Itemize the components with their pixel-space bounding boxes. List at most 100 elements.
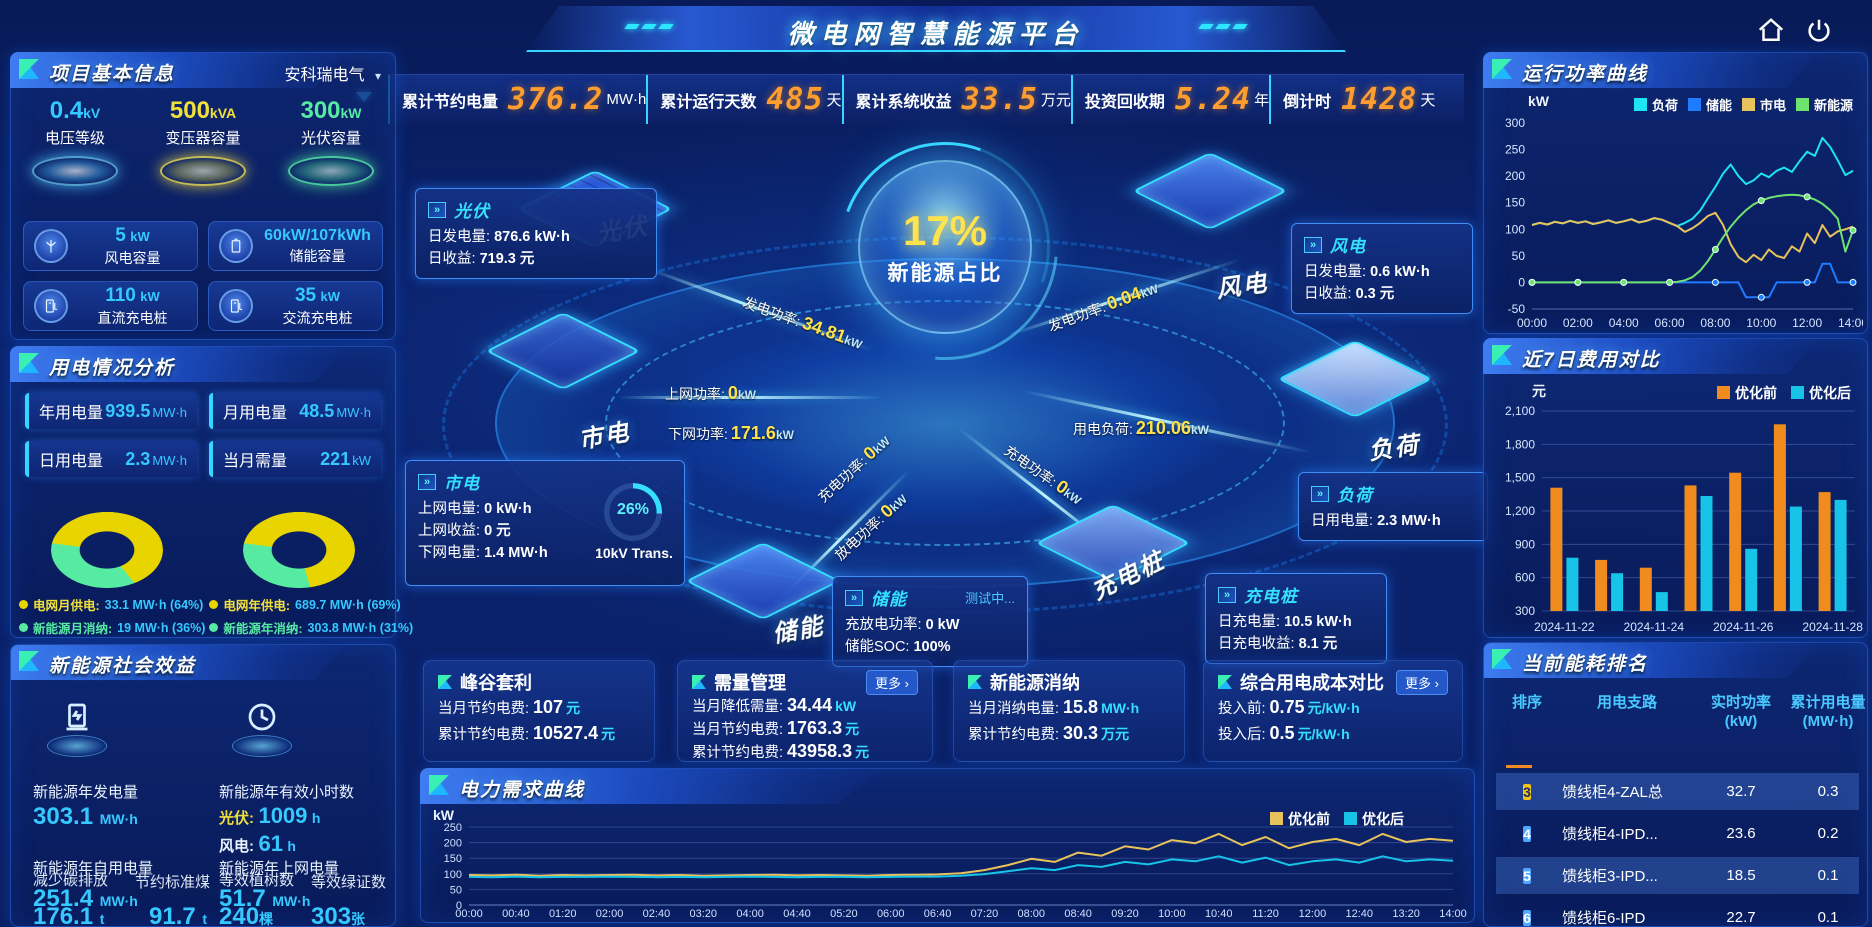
branch-name: 馈线柜3-IPD...: [1562, 868, 1658, 885]
load-info-box: » 负荷 日用电量: 2.3 MW·h: [1298, 472, 1488, 541]
svg-text:2024-11-26: 2024-11-26: [1713, 620, 1774, 634]
kpi-countdown: 倒计时 1428 天: [1269, 75, 1464, 124]
donut-ring: [243, 511, 355, 589]
chevrons-right-icon: »: [1311, 485, 1329, 502]
legend-label: 电网月供电:: [33, 599, 100, 613]
app-header: 微电网智慧能源平台: [526, 6, 1346, 52]
svg-text:2024-11-28: 2024-11-28: [1802, 620, 1863, 634]
pv-info-box: » 光伏 日发电量: 876.6 kW·h 日收益: 719.3 元: [415, 188, 657, 279]
glow-pad: [160, 156, 246, 186]
wind-turbine-icon: [34, 229, 68, 263]
svg-text:12:00: 12:00: [1299, 908, 1327, 920]
donut-month: [43, 495, 171, 589]
stat-day-usage: 日用电量 2.3 MW·h: [25, 441, 197, 477]
info-title: 充电桩: [1244, 587, 1298, 606]
pagination-indicator: [1506, 765, 1532, 768]
svg-text:06:40: 06:40: [924, 908, 952, 920]
branch-name: 馈线柜4-ZAL总: [1562, 784, 1663, 801]
panel-header-bg: [11, 645, 347, 680]
card-ac-charger: 35 kW 交流充电桩: [208, 281, 383, 331]
table-row[interactable]: 5 馈线柜3-IPD... 18.5 0.1: [1496, 857, 1859, 894]
stat-value: 939.5: [105, 400, 151, 421]
legend-item-after[interactable]: 优化后: [1791, 383, 1851, 403]
panel-header-bg: [10, 346, 347, 382]
power-icon[interactable]: [1804, 16, 1834, 46]
info-title: 储能: [871, 590, 907, 609]
legend-item-renewable[interactable]: 新能源: [1795, 95, 1853, 114]
pad-value: 0.4: [49, 97, 84, 124]
panel-corner-icon: [19, 59, 39, 79]
feed-in-label: 新能源年上网电量: [219, 860, 340, 877]
renewable-caption: 新能源占比: [887, 262, 1003, 285]
legend-chip: [1270, 812, 1283, 825]
stat-value: 221: [320, 448, 351, 469]
table-row[interactable]: 3 馈线柜4-ZAL总 32.7 0.3: [1496, 773, 1859, 810]
kpi-unit: 天: [826, 92, 842, 109]
card-unit: kW: [320, 288, 341, 304]
power-curve-chart: -50 0 50 100 150 200 250 300 00:00 02:00 04:00 06:0…: [1505, 116, 1863, 330]
cost-legend: 优化前 优化后: [1717, 383, 1851, 403]
stat-unit: MW·h: [336, 404, 371, 420]
svg-text:2024-11-24: 2024-11-24: [1624, 620, 1685, 634]
transformer-gauge: 26% 10kV Trans.: [595, 483, 673, 561]
panel-title: 运行功率曲线: [1522, 64, 1649, 85]
svg-text:00:40: 00:40: [502, 908, 530, 920]
card-corner-icon: [968, 675, 982, 689]
chevrons-right-icon: »: [845, 589, 863, 606]
table-row[interactable]: 4 馈线柜4-IPD... 23.6 0.2: [1496, 815, 1859, 852]
panel-corner-icon: [19, 353, 39, 373]
more-button[interactable]: 更多 ›: [866, 669, 918, 695]
center-orb: 17% 新能源占比: [858, 160, 1032, 334]
legend-chip: [1717, 386, 1730, 399]
rank-badge: 6: [1523, 909, 1531, 926]
wind-info-box: » 风电 日发电量: 0.6 kW·h 日收益: 0.3 元: [1291, 223, 1473, 314]
legend-grid-year: 电网年供电: 689.7 MW·h (69%): [209, 595, 413, 614]
svg-text:04:00: 04:00: [736, 908, 764, 920]
legend-label: 新能源月消纳:: [33, 622, 113, 636]
y-axis-unit: kW: [1528, 93, 1549, 109]
kpi-label: 累计系统收益: [855, 93, 952, 111]
svg-text:1,200: 1,200: [1505, 504, 1535, 518]
card-unit: kW: [130, 228, 150, 244]
card-value: 35: [294, 284, 317, 306]
card-label: 风电容量: [104, 249, 161, 266]
legend-item-before[interactable]: 优化前: [1717, 383, 1777, 403]
legend-item-storage[interactable]: 储能: [1687, 95, 1732, 114]
more-button[interactable]: 更多 ›: [1396, 669, 1448, 695]
wind-hours: 风电: 61 h: [219, 831, 296, 856]
svg-text:0: 0: [456, 900, 462, 912]
pad-label: 光伏容量: [300, 130, 361, 147]
ev-charger-icon: [219, 289, 253, 323]
demand-legend: 优化前 优化后: [1270, 809, 1404, 829]
panel-title: 近7日费用对比: [1522, 350, 1661, 371]
svg-text:03:20: 03:20: [690, 908, 718, 920]
legend-item-after[interactable]: 优化后: [1344, 809, 1404, 829]
card-cost-compare: 综合用电成本对比 更多 › 投入前: 0.75 元/kW·h 投入后: 0.5 元/kW·…: [1203, 660, 1463, 762]
legend-renew-year: 新能源年消纳: 303.8 MW·h (31%): [209, 618, 413, 637]
ranking-rows: 3 馈线柜4-ZAL总 32.7 0.3 4 馈线柜4-IPD... 23.6 …: [1496, 773, 1859, 926]
card-row: 当月节约电费: 107 元: [438, 697, 581, 717]
card-title: 峰谷套利: [460, 673, 532, 693]
legend-item-grid[interactable]: 市电: [1741, 95, 1786, 114]
chevrons-right-icon: »: [428, 201, 446, 218]
project-selector-dropdown[interactable]: 安科瑞电气 ▾: [285, 61, 382, 85]
kpi-unit: 天: [1420, 92, 1436, 109]
gauge-label: 10kV Trans.: [595, 545, 673, 561]
home-icon[interactable]: [1756, 16, 1786, 46]
pad-value: 300: [300, 97, 341, 124]
legend-item-load[interactable]: 负荷: [1633, 95, 1678, 114]
card-unit: kW: [140, 288, 160, 304]
branch-name: 馈线柜4-IPD...: [1562, 826, 1658, 843]
card-row: 累计节约电费: 30.3 万元: [968, 723, 1130, 743]
table-row[interactable]: 6 馈线柜6-IPD 22.7 0.1: [1496, 899, 1859, 926]
svg-text:04:00: 04:00: [1609, 316, 1639, 330]
kpi-unit: 年: [1254, 92, 1270, 109]
panel-corner-icon: [19, 651, 39, 671]
legend-item-before[interactable]: 优化前: [1270, 809, 1330, 829]
panel-usage-analysis: 用电情况分析 年用电量 939.5 MW·h 月用电量 48.5 MW·h 日用电量 2.…: [10, 346, 413, 638]
svg-text:250: 250: [444, 822, 462, 834]
panel-demand-curve: 电力需求曲线 kW 优化前 优化后 0 50 100 150 200 250 00:00 00…: [420, 768, 1475, 923]
kpi-unit: 万元: [1040, 92, 1071, 109]
card-value: 5: [115, 224, 126, 246]
panel-title: 当前能耗排名: [1522, 654, 1649, 675]
